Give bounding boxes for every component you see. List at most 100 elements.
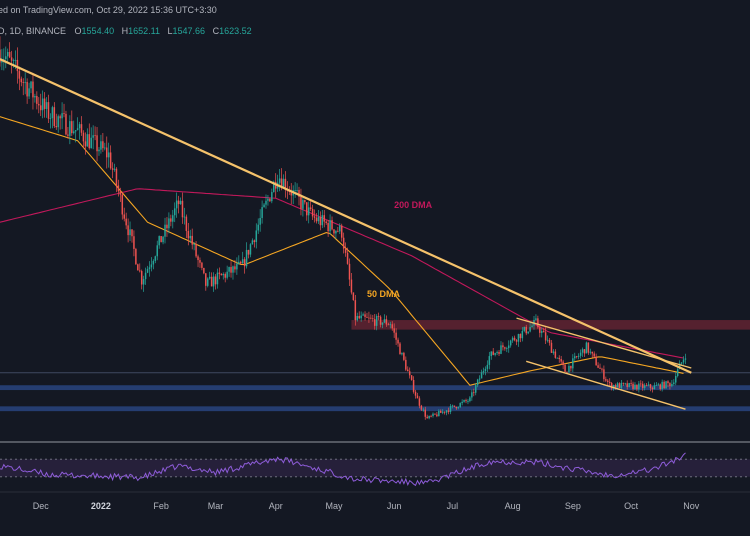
candle-body xyxy=(539,327,541,333)
candle-body xyxy=(587,342,590,353)
candle-body xyxy=(109,152,112,169)
candle-body xyxy=(482,371,485,373)
candle-body xyxy=(273,181,275,193)
candle-body xyxy=(84,141,87,147)
candle-body xyxy=(47,102,50,119)
candle-body xyxy=(71,121,73,134)
candle-body xyxy=(160,236,162,243)
ohlc-low-label: L xyxy=(168,26,173,36)
x-tick-label: Sep xyxy=(565,501,581,511)
candle-body xyxy=(438,410,440,417)
candle-body xyxy=(420,405,423,410)
x-tick-label: May xyxy=(325,501,343,511)
candle-body xyxy=(525,326,527,334)
zone-support-lower xyxy=(0,406,750,412)
candle-body xyxy=(294,190,296,192)
candle-body xyxy=(230,267,232,273)
candle-body xyxy=(643,385,646,388)
candle-body xyxy=(57,116,59,128)
candle-body xyxy=(391,324,393,329)
candle-body xyxy=(597,365,599,368)
candle-body xyxy=(98,149,100,152)
candle-body xyxy=(490,351,493,357)
candle-body xyxy=(90,137,92,149)
candle-body xyxy=(360,315,362,319)
ohlc-open-value: 1554.40 xyxy=(82,26,115,36)
candle-body xyxy=(164,224,166,237)
candle-body xyxy=(387,324,390,326)
candle-body xyxy=(430,415,432,417)
candle-body xyxy=(436,414,438,417)
candle-body xyxy=(234,266,236,270)
candle-body xyxy=(535,318,537,320)
candle-body xyxy=(463,400,465,402)
candle-body xyxy=(484,368,487,372)
symbol-label: D, 1D, BINANCE xyxy=(0,26,66,36)
candle-body xyxy=(393,328,395,333)
candle-body xyxy=(175,200,178,209)
candle-body xyxy=(6,51,9,57)
candle-body xyxy=(504,347,506,349)
candle-body xyxy=(657,384,660,386)
candle-body xyxy=(265,200,267,205)
candle-body xyxy=(183,216,186,218)
candle-body xyxy=(622,382,625,384)
candle-body xyxy=(34,95,36,98)
candle-body xyxy=(474,385,477,393)
candle-body xyxy=(519,333,522,339)
candle-body xyxy=(166,224,168,229)
candle-body xyxy=(443,411,446,413)
candle-body xyxy=(548,339,551,343)
candle-body xyxy=(284,178,287,190)
candle-body xyxy=(261,207,263,218)
candle-body xyxy=(241,259,244,264)
candle-body xyxy=(92,135,94,138)
candle-body xyxy=(564,365,566,372)
candle-body xyxy=(290,191,292,196)
candle-body xyxy=(418,398,421,406)
candle-body xyxy=(581,349,584,353)
candle-body xyxy=(507,345,510,349)
candle-body xyxy=(111,168,114,170)
candle-body xyxy=(461,401,463,404)
candle-body xyxy=(329,220,331,232)
candle-body xyxy=(267,198,269,201)
zones-layer xyxy=(0,320,750,412)
candle-body xyxy=(199,260,201,263)
candle-body xyxy=(263,204,265,208)
candle-body xyxy=(566,371,568,373)
trendline-channel-lower xyxy=(526,360,686,410)
candle-body xyxy=(424,409,426,417)
candle-body xyxy=(78,124,81,129)
ohlc-low-value: 1547.66 xyxy=(173,26,206,36)
candle-body xyxy=(612,385,615,389)
candle-body xyxy=(208,276,211,279)
candle-body xyxy=(410,375,413,380)
candle-body xyxy=(96,135,98,152)
candle-body xyxy=(389,324,392,326)
candle-body xyxy=(226,271,228,278)
candle-body xyxy=(22,82,24,84)
candle-body xyxy=(562,361,564,366)
candle-body xyxy=(651,387,654,390)
candle-body xyxy=(486,364,489,369)
candle-body xyxy=(377,316,380,317)
candle-body xyxy=(185,216,188,231)
candle-body xyxy=(655,385,658,387)
x-tick-label: Dec xyxy=(33,501,50,511)
candle-body xyxy=(605,379,607,381)
candle-body xyxy=(426,416,428,419)
candle-body xyxy=(407,369,409,372)
candle-body xyxy=(342,237,345,249)
candle-body xyxy=(59,116,61,119)
symbol-line: D, 1D, BINANCE O1554.40 H1652.11 L1547.6… xyxy=(0,26,252,36)
candle-body xyxy=(608,381,611,384)
dma-50-label: 50 DMA xyxy=(367,289,401,299)
candle-body xyxy=(181,200,184,218)
candle-body xyxy=(259,217,261,225)
candle-body xyxy=(113,168,116,170)
candle-body xyxy=(212,276,215,287)
candle-body xyxy=(632,383,634,389)
candle-body xyxy=(494,353,496,355)
candle-body xyxy=(187,230,190,239)
